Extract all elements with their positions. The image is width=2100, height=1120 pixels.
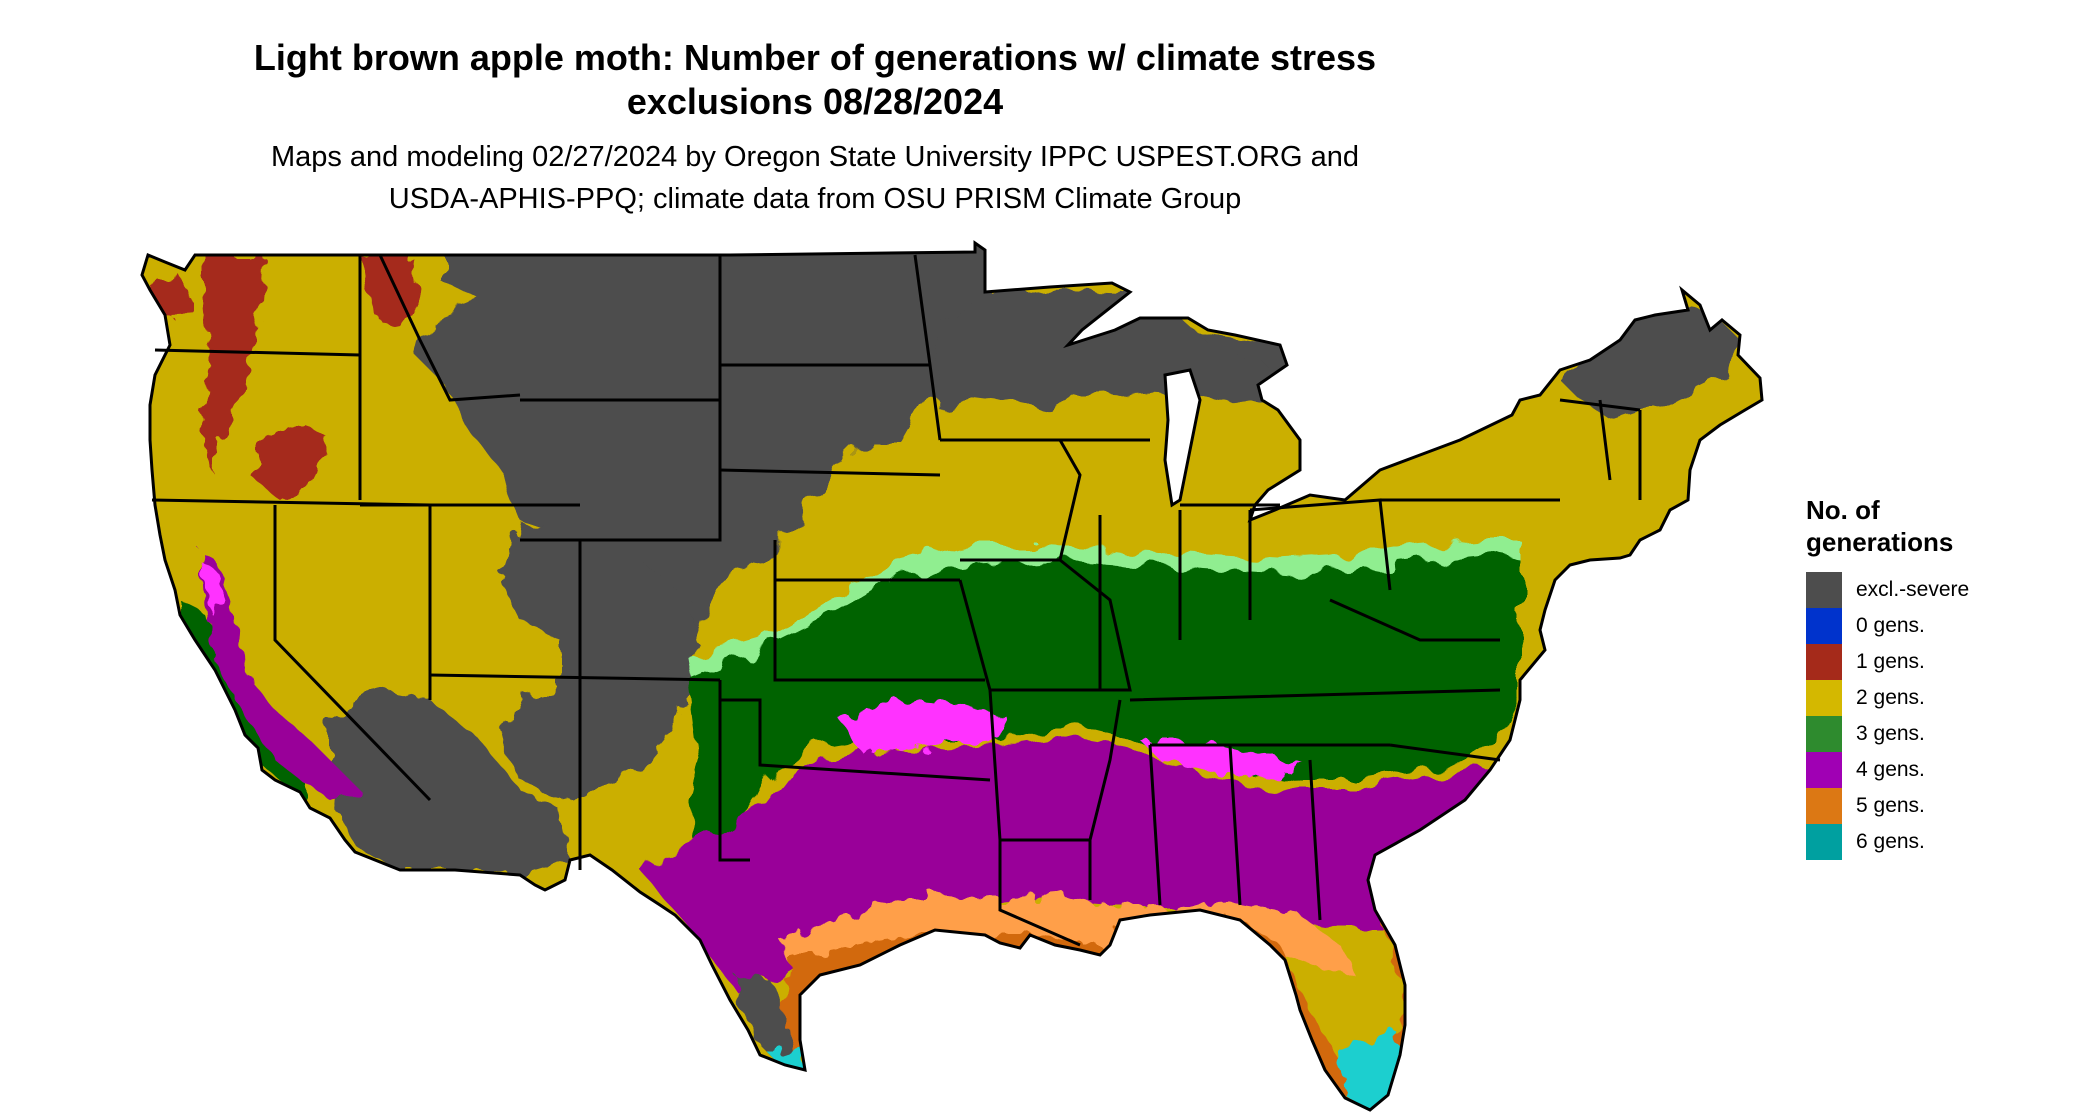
legend-title-line2: generations [1806, 527, 1954, 557]
legend-swatch [1806, 572, 1842, 608]
border-ky-wv-va [1329, 598, 1500, 642]
border-tn-ky [1129, 688, 1501, 747]
legend-swatch [1806, 644, 1842, 680]
legend-swatch [1806, 608, 1842, 644]
map-title-line1: Light brown apple moth: Number of genera… [253, 37, 1377, 78]
legend-swatch [1806, 680, 1842, 716]
legend-item: 0 gens. [1806, 608, 2066, 644]
legend-item: 1 gens. [1806, 644, 2066, 680]
state-borders [140, 241, 1764, 1112]
zone-excluded-southwest [330, 690, 570, 875]
legend-title-line1: No. of [1806, 495, 1880, 525]
legend-label: 5 gens. [1856, 794, 1925, 817]
zone-excluded-great-lakes [935, 290, 1290, 410]
border-ne-states [1559, 398, 1642, 500]
map-subtitle-line2: USDA-APHIS-PPQ; climate data from OSU PR… [388, 183, 1242, 215]
border-ok-tx [720, 698, 991, 782]
legend-swatch [1806, 788, 1842, 824]
zone-4-gens-light-southeast [1140, 740, 1300, 780]
zone-4-gens-socal-light [200, 560, 225, 615]
legend-swatch [1806, 716, 1842, 752]
legend-swatch [1806, 752, 1842, 788]
border-nm-ok-tx [718, 680, 750, 862]
border-wi-il [1060, 438, 1150, 690]
zone-4-gens-light-texas [840, 700, 1010, 750]
border-nv-west [273, 505, 432, 802]
border-mo [958, 558, 1132, 692]
border-in-oh [1178, 510, 1252, 640]
legend-label: 0 gens. [1856, 614, 1925, 637]
border-id-mt [378, 254, 521, 402]
legend-item: excl.-severe [1806, 572, 2066, 608]
legend-item: 6 gens. [1806, 824, 2066, 860]
zone-excluded-south-texas [735, 975, 790, 1060]
map-subtitle-line1: Maps and modeling 02/27/2024 by Oregon S… [270, 141, 1360, 173]
border-ms-al-ga [1088, 744, 1322, 921]
lake-michigan [1163, 368, 1202, 508]
map-title: Light brown apple moth: Number of genera… [0, 36, 1630, 124]
map-subtitle: Maps and modeling 02/27/2024 by Oregon S… [0, 136, 1630, 220]
border-sd-ne [719, 468, 941, 477]
border-la [998, 840, 1081, 947]
legend-item: 5 gens. [1806, 788, 2066, 824]
legend-item: 3 gens. [1806, 716, 2066, 752]
border-wa-or [154, 348, 361, 357]
legend-title: No. of generations [1806, 494, 2066, 558]
legend-label: excl.-severe [1856, 578, 1970, 601]
legend-label: 3 gens. [1856, 722, 1925, 745]
legend-item: 2 gens. [1806, 680, 2066, 716]
legend-items: excl.-severe 0 gens. 1 gens. 2 gens. 3 gens.… [1806, 572, 2066, 860]
legend-label: 4 gens. [1856, 758, 1925, 781]
us-generations-map [140, 241, 1764, 1112]
zone-excluded-northeast [1560, 305, 1740, 420]
legend-label: 1 gens. [1856, 650, 1925, 673]
zone-1-gens-blue-mtns [255, 420, 330, 500]
border-mn-west [913, 254, 942, 441]
zone-excluded-rockies [500, 520, 700, 800]
border-az-ut [429, 673, 721, 682]
border-ia [940, 438, 1082, 562]
zone-1-gens-cascades [200, 255, 265, 470]
legend-label: 6 gens. [1856, 830, 1925, 853]
legend-swatch [1806, 824, 1842, 860]
legend-item: 4 gens. [1806, 752, 2066, 788]
border-nc-sc [1389, 743, 1501, 762]
border-co-ks [773, 540, 985, 682]
legend-label: 2 gens. [1856, 686, 1925, 709]
map-title-line2: exclusions 08/28/2024 [626, 81, 1004, 122]
legend: No. of generations excl.-severe 0 gens. 1 … [1806, 494, 2066, 860]
